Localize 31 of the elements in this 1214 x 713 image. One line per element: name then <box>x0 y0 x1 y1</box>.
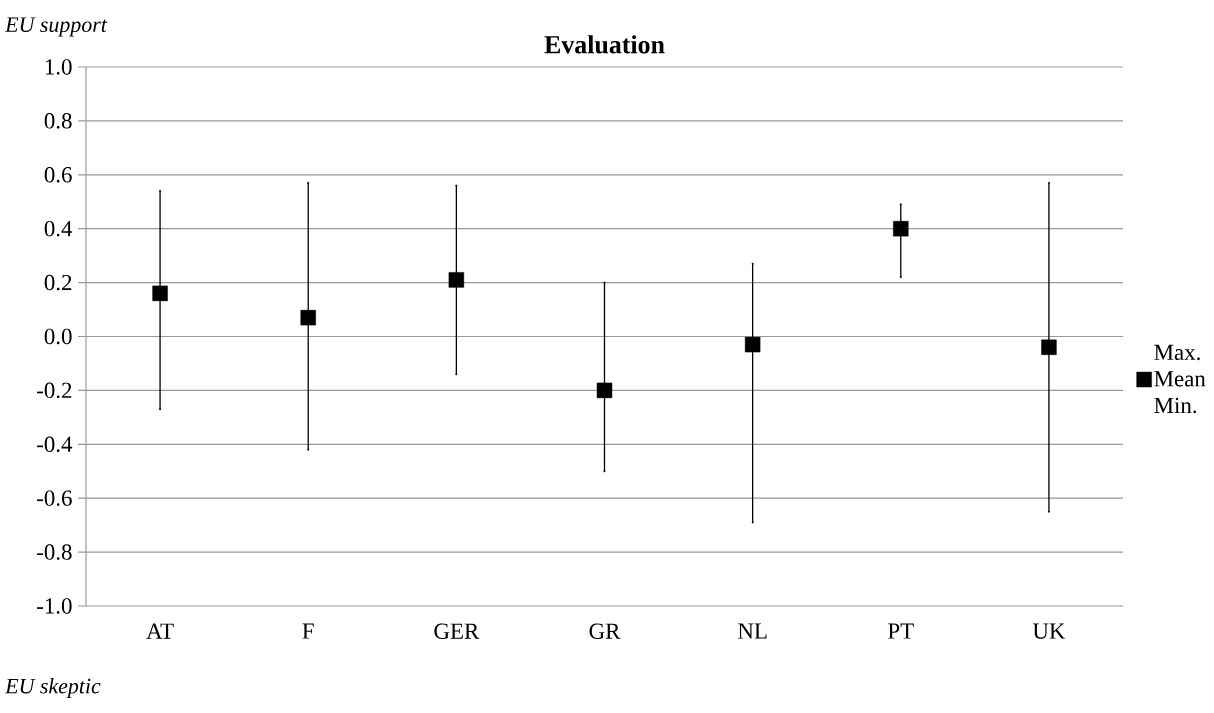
y-tick-label: 1.0 <box>45 59 72 75</box>
x-tick-label: NL <box>738 623 767 639</box>
y-tick-label: 0.8 <box>44 113 72 129</box>
y-tick-label: -0.8 <box>37 544 72 560</box>
point <box>893 221 909 237</box>
y-tick-label: 0.4 <box>44 220 73 237</box>
x-tick-label: UK <box>1032 623 1066 639</box>
chart-title: Evaluation <box>544 35 665 54</box>
x-tick-label: PT <box>888 623 914 639</box>
y-tick-label: -0.4 <box>37 436 73 453</box>
point <box>448 272 465 288</box>
x-tick-label: F <box>302 623 314 639</box>
point <box>744 336 761 353</box>
y-tick-label: 0.0 <box>44 328 72 345</box>
x-tick-label: AT <box>146 623 174 639</box>
point <box>596 382 613 399</box>
text: Max. <box>1154 344 1200 361</box>
y-tick-label: 0.2 <box>44 274 72 291</box>
y-tick-label: -1.0 <box>37 598 72 614</box>
y-tick-label: -0.6 <box>37 490 72 506</box>
text: EU skeptic <box>4 678 101 698</box>
y-tick-label: -0.2 <box>37 382 72 399</box>
point <box>152 285 168 302</box>
x-tick-label: GER <box>434 623 480 639</box>
text: EU support <box>4 17 108 37</box>
legend-label: Mean <box>1154 371 1206 387</box>
point <box>1041 339 1057 355</box>
point <box>300 309 316 326</box>
text: Min. <box>1154 397 1197 414</box>
y-tick-label: 0.6 <box>44 167 72 183</box>
x-tick-label: GR <box>589 623 621 639</box>
